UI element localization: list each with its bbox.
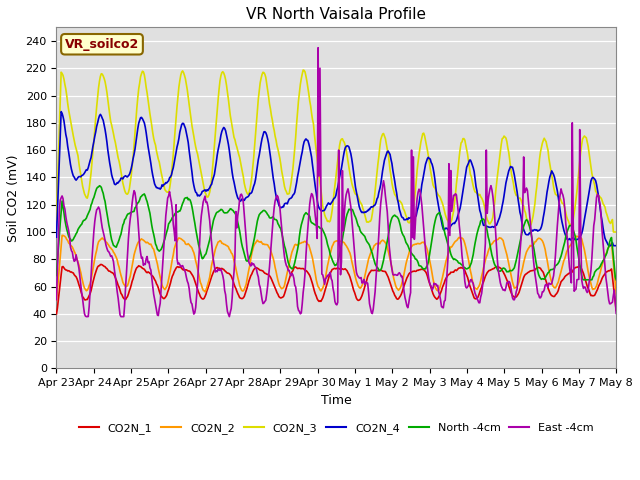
Legend: CO2N_1, CO2N_2, CO2N_3, CO2N_4, North -4cm, East -4cm: CO2N_1, CO2N_2, CO2N_3, CO2N_4, North -4… (74, 418, 598, 438)
Y-axis label: Soil CO2 (mV): Soil CO2 (mV) (7, 154, 20, 241)
X-axis label: Time: Time (321, 394, 352, 407)
Title: VR North Vaisala Profile: VR North Vaisala Profile (246, 7, 426, 22)
Text: VR_soilco2: VR_soilco2 (65, 38, 139, 51)
